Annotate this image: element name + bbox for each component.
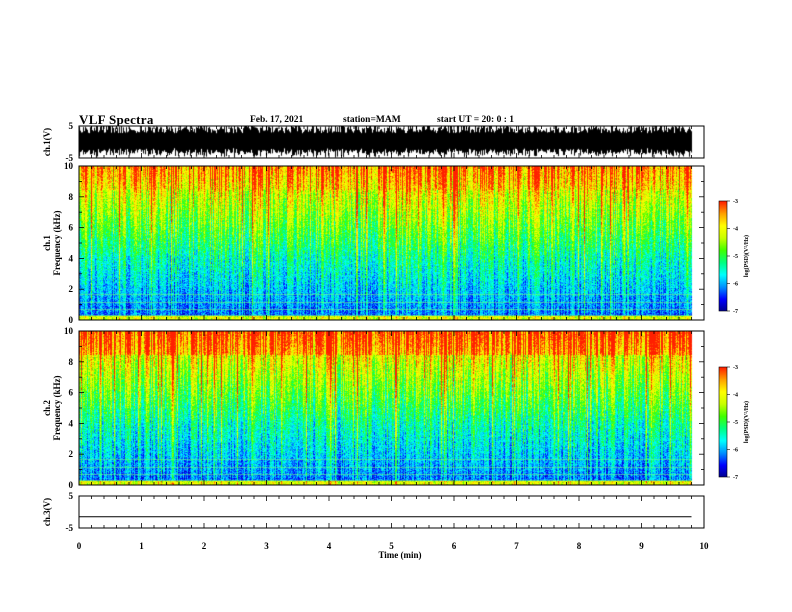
- colorbar-tick-label: -4: [733, 393, 738, 399]
- y-tick-label: 8: [69, 357, 74, 367]
- y-axis-channel-label: ch.1: [42, 235, 52, 251]
- colorbar-tick-label: -5: [733, 420, 738, 426]
- x-tick-label: 4: [327, 541, 332, 551]
- colorbar-tick-label: -5: [733, 254, 738, 260]
- x-tick-label: 10: [700, 541, 710, 551]
- colorbar-tick-label: -3: [733, 199, 738, 205]
- colorbar-tick-label: -6: [733, 282, 738, 288]
- colorbar-ch2: [719, 367, 727, 477]
- y-tick-label: 0: [69, 315, 74, 325]
- y-axis-voltage-label: ch.3(V): [42, 498, 52, 526]
- x-tick-label: 5: [389, 541, 394, 551]
- panel-frame: [78, 165, 705, 321]
- y-tick-label: -5: [66, 153, 74, 163]
- colorbar-frame: [718, 200, 728, 312]
- spectrogram-ch1-image: [79, 166, 693, 320]
- y-tick-label: 4: [69, 253, 74, 263]
- spectrogram-ch2-image: [79, 331, 693, 485]
- colorbar-tick-label: -4: [733, 227, 738, 233]
- colorbar-tick-label: -7: [733, 309, 738, 315]
- date-label: Feb. 17, 2021: [250, 115, 304, 125]
- colorbar-tick-label: -7: [733, 475, 738, 481]
- x-tick-label: 7: [514, 541, 519, 551]
- y-axis-frequency-label: Frequency (kHz): [52, 210, 62, 275]
- y-tick-label: 0: [69, 480, 74, 490]
- x-tick-label: 0: [77, 541, 82, 551]
- start-time-label: start UT = 20: 0 : 1: [437, 115, 515, 125]
- x-tick-label: 6: [452, 541, 457, 551]
- y-tick-label: 8: [69, 192, 74, 202]
- y-tick-label: 4: [69, 418, 74, 428]
- chart-title: VLF Spectra: [79, 112, 154, 127]
- panel-frame: [78, 330, 705, 486]
- x-tick-label: 1: [139, 541, 144, 551]
- x-axis-label: Time (min): [378, 550, 421, 560]
- colorbar-label: log(PSD)(V²/Hz): [743, 401, 750, 443]
- x-tick-label: 9: [639, 541, 644, 551]
- colorbar-label: log(PSD)(V²/Hz): [743, 235, 750, 277]
- x-tick-label: 3: [264, 541, 269, 551]
- y-axis-voltage-label: ch.1(V): [42, 128, 52, 156]
- y-tick-label: 2: [69, 449, 74, 459]
- y-tick-label: 2: [69, 284, 74, 294]
- y-tick-label: 5: [69, 121, 74, 131]
- y-tick-label: 5: [69, 491, 74, 501]
- y-axis-frequency-label: Frequency (kHz): [52, 375, 62, 440]
- colorbar-tick-label: -6: [733, 448, 738, 454]
- x-tick-label: 2: [202, 541, 207, 551]
- waveform-ch1-trace: [79, 126, 693, 158]
- x-tick-label: 8: [577, 541, 582, 551]
- colorbar-frame: [718, 366, 728, 478]
- station-label: station=MAM: [343, 115, 401, 125]
- y-tick-label: 10: [64, 326, 74, 336]
- y-axis-channel-label: ch.2: [42, 400, 52, 416]
- colorbar-tick-label: -3: [733, 365, 738, 371]
- y-tick-label: 6: [69, 223, 74, 233]
- y-tick-label: -5: [66, 523, 74, 533]
- y-tick-label: 6: [69, 388, 74, 398]
- y-tick-label: 10: [64, 161, 74, 171]
- colorbar-ch1: [719, 201, 727, 311]
